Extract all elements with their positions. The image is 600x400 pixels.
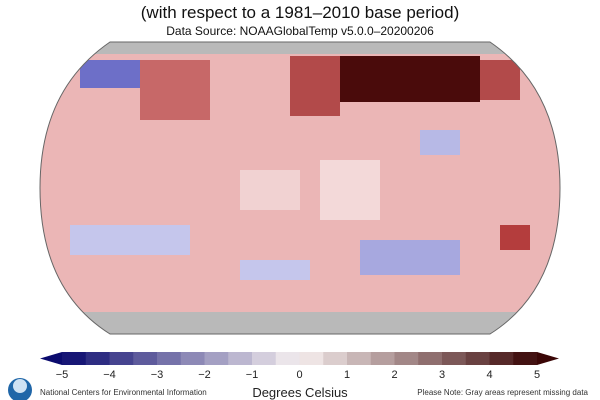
colorbar-bin (489, 352, 514, 365)
hot-siberia (330, 56, 480, 102)
colorbar-bin (228, 352, 253, 365)
colorbar-tick: 4 (486, 369, 493, 381)
colorbar-high-arrow (537, 352, 559, 365)
colorbar-tick: 1 (343, 369, 351, 381)
org-name: National Centers for Environmental Infor… (40, 388, 207, 397)
noaa-logo (8, 378, 32, 400)
colorbar-tick: −2 (198, 369, 211, 381)
colorbar-bin (299, 352, 324, 365)
colorbar-tick: −5 (55, 369, 69, 381)
colorbar-bin (442, 352, 467, 365)
colorbar-bin (513, 352, 538, 365)
colorbar-tick: 2 (391, 369, 398, 381)
colorbar-bin (85, 352, 110, 365)
warm-canada (140, 60, 210, 120)
colorbar (40, 352, 559, 365)
missing-antarctic (40, 312, 560, 334)
cold-alaska (80, 60, 140, 88)
colorbar-bin (394, 352, 419, 365)
missing-arctic (40, 42, 560, 54)
colorbar-bin (418, 352, 443, 365)
colorbar-bin (252, 352, 277, 365)
colorbar-bin (370, 352, 395, 365)
map-subtitle: (with respect to a 1981–2010 base period… (140, 3, 460, 22)
map-outline (39, 41, 561, 335)
colorbar-bin (204, 352, 229, 365)
colorbar-tick: −3 (150, 369, 164, 381)
colorbar-tick: 5 (533, 369, 541, 381)
colorbar-label: Degrees Celsius (252, 385, 348, 400)
colorbar-bin (347, 352, 372, 365)
colorbar-tick: 3 (438, 369, 446, 381)
colorbar-bin (180, 352, 205, 365)
colorbar-tick: −4 (103, 369, 116, 381)
colorbar-bin (323, 352, 348, 365)
colorbar-bin (62, 352, 87, 365)
missing-data-note: Please Note: Gray areas represent missin… (417, 388, 588, 397)
colorbar-bin (157, 352, 182, 365)
colorbar-bin (465, 352, 490, 365)
colorbar-low-arrow (40, 352, 62, 365)
colorbar-bin (109, 352, 134, 365)
data-source: Data Source: NOAAGlobalTemp v5.0.0–20200… (166, 24, 434, 38)
map-body (40, 42, 560, 334)
colorbar-tick: 0 (296, 369, 303, 381)
colorbar-bin (133, 352, 158, 365)
colorbar-bin (275, 352, 300, 365)
colorbar-tick: −1 (245, 369, 259, 381)
